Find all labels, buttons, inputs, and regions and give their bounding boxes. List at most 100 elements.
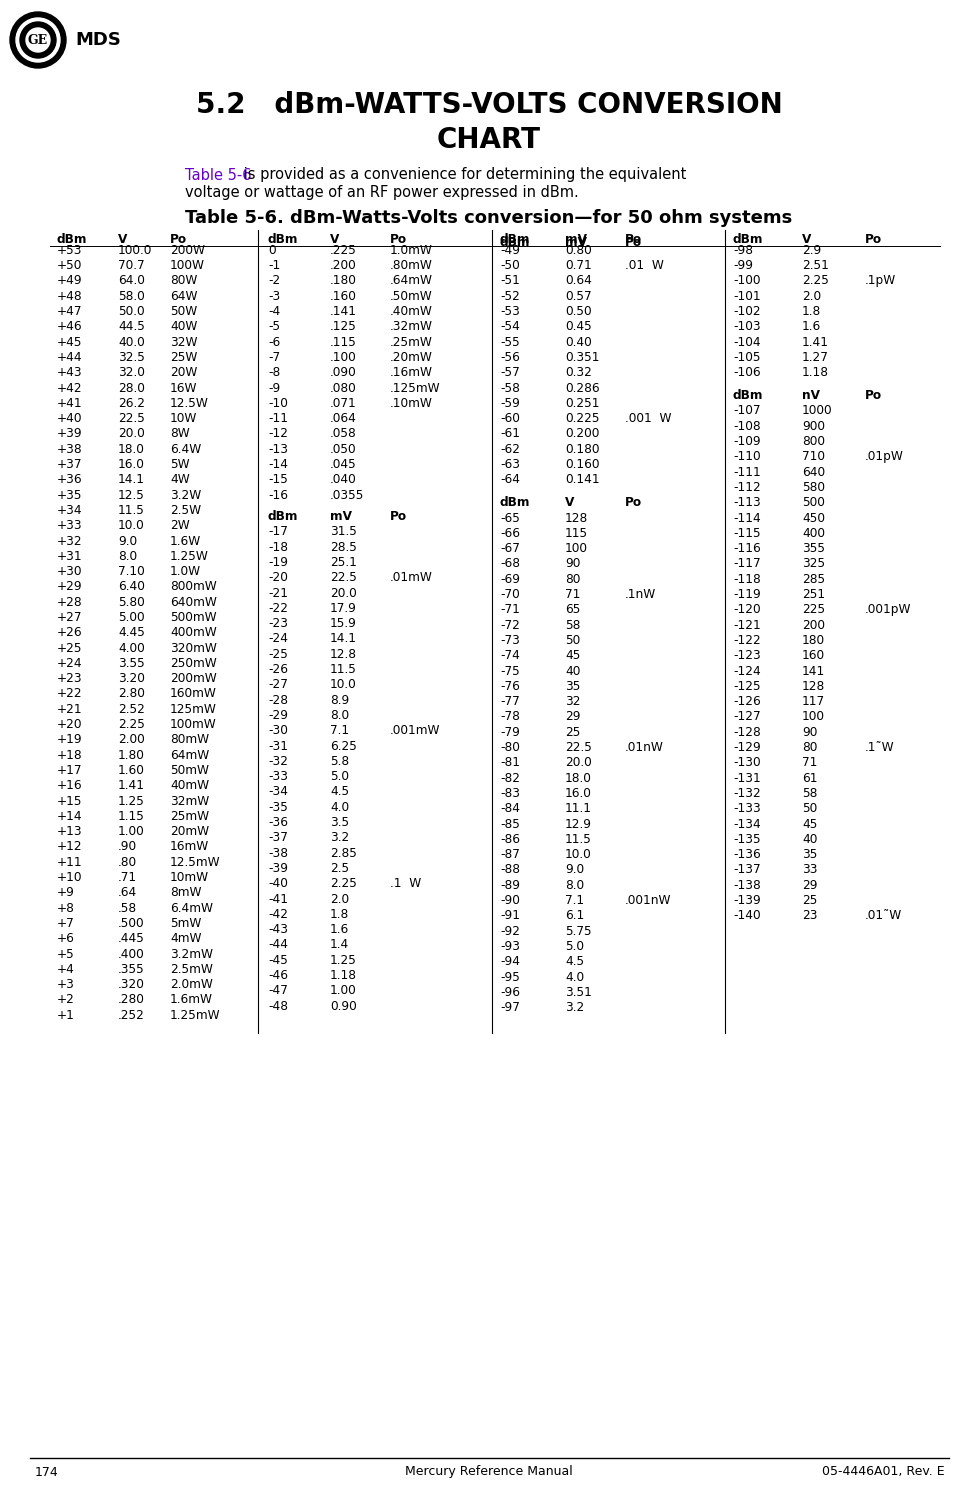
Text: 0.225: 0.225 — [564, 412, 599, 425]
Text: 9.0: 9.0 — [564, 864, 584, 876]
Text: 20mW: 20mW — [170, 825, 209, 838]
Text: -97: -97 — [500, 1001, 519, 1013]
Text: -23: -23 — [268, 617, 288, 630]
Text: 29: 29 — [801, 879, 817, 892]
Text: 40: 40 — [564, 665, 580, 678]
Text: 6.4W: 6.4W — [170, 443, 201, 455]
Text: -57: -57 — [500, 367, 519, 379]
Text: -105: -105 — [733, 350, 760, 364]
Text: -19: -19 — [268, 555, 288, 569]
Text: 1.6mW: 1.6mW — [170, 994, 213, 1006]
Text: 25: 25 — [801, 894, 817, 907]
Text: 90: 90 — [801, 726, 817, 738]
Text: -96: -96 — [500, 987, 519, 998]
Text: +45: +45 — [57, 335, 82, 349]
Text: +32: +32 — [57, 534, 82, 548]
Text: -130: -130 — [733, 756, 760, 769]
Text: .001nW: .001nW — [624, 894, 671, 907]
Text: 22.5: 22.5 — [118, 412, 145, 425]
Text: -80: -80 — [500, 741, 519, 754]
Text: -12: -12 — [268, 428, 288, 440]
Text: 22.5: 22.5 — [564, 741, 592, 754]
Text: 5.0: 5.0 — [564, 940, 584, 954]
Text: 20W: 20W — [170, 367, 198, 379]
Text: -21: -21 — [268, 587, 288, 599]
Text: .001  W: .001 W — [624, 412, 671, 425]
Text: dBm: dBm — [268, 234, 298, 246]
Text: 50W: 50W — [170, 305, 197, 317]
Text: 2.5mW: 2.5mW — [170, 963, 212, 976]
Text: -14: -14 — [268, 458, 288, 472]
Text: .01mW: .01mW — [389, 572, 432, 584]
Text: -108: -108 — [733, 419, 760, 433]
Text: 0.80: 0.80 — [564, 244, 591, 257]
Text: 45: 45 — [801, 817, 817, 831]
Text: 100W: 100W — [170, 259, 204, 272]
Text: -131: -131 — [733, 771, 760, 784]
Text: 18.0: 18.0 — [118, 443, 145, 455]
Text: 0: 0 — [268, 244, 276, 257]
Text: -27: -27 — [268, 678, 288, 692]
Text: dBm: dBm — [500, 235, 530, 249]
Text: -66: -66 — [500, 527, 519, 540]
Text: -8: -8 — [268, 367, 280, 379]
Text: 160mW: 160mW — [170, 687, 217, 701]
Text: -94: -94 — [500, 955, 519, 969]
Text: -140: -140 — [733, 909, 760, 922]
Text: 355: 355 — [801, 542, 824, 555]
Text: 58: 58 — [801, 787, 817, 799]
Text: +15: +15 — [57, 795, 82, 807]
Text: -91: -91 — [500, 909, 519, 922]
Text: 0.50: 0.50 — [564, 305, 591, 317]
Text: 23: 23 — [801, 909, 817, 922]
Text: 1.8: 1.8 — [330, 907, 349, 921]
Text: 28.5: 28.5 — [330, 540, 357, 554]
Text: 2.25: 2.25 — [330, 877, 357, 891]
Text: 0.160: 0.160 — [564, 458, 599, 472]
Text: 3.55: 3.55 — [118, 657, 145, 669]
Text: 6.40: 6.40 — [118, 581, 145, 593]
Text: 29: 29 — [564, 711, 580, 723]
Text: -101: -101 — [733, 290, 760, 302]
Text: 26.2: 26.2 — [118, 397, 145, 410]
Text: -124: -124 — [733, 665, 760, 678]
Text: -5: -5 — [268, 320, 280, 334]
Text: 400mW: 400mW — [170, 626, 216, 639]
Text: -24: -24 — [268, 632, 288, 645]
Text: 3.51: 3.51 — [564, 987, 592, 998]
Text: 4.5: 4.5 — [564, 955, 584, 969]
Text: +25: +25 — [57, 642, 82, 654]
Text: MDS: MDS — [75, 31, 120, 49]
Text: +14: +14 — [57, 810, 82, 823]
Text: -90: -90 — [500, 894, 519, 907]
Text: -65: -65 — [500, 512, 519, 524]
Text: -56: -56 — [500, 350, 519, 364]
Text: 1.6W: 1.6W — [170, 534, 201, 548]
Text: 28.0: 28.0 — [118, 382, 145, 395]
Text: -3: -3 — [268, 290, 280, 302]
Text: 32: 32 — [564, 695, 580, 708]
Text: -82: -82 — [500, 771, 519, 784]
Text: -77: -77 — [500, 695, 519, 708]
Text: +39: +39 — [57, 428, 82, 440]
Text: Po: Po — [865, 389, 881, 403]
Text: -18: -18 — [268, 540, 288, 554]
Text: +35: +35 — [57, 488, 82, 501]
Circle shape — [20, 22, 56, 58]
Text: -78: -78 — [500, 711, 519, 723]
Text: 16W: 16W — [170, 382, 198, 395]
Text: +43: +43 — [57, 367, 82, 379]
Text: +30: +30 — [57, 564, 82, 578]
Text: +8: +8 — [57, 901, 74, 915]
Text: -54: -54 — [500, 320, 519, 334]
Text: -13: -13 — [268, 443, 288, 455]
Text: .25mW: .25mW — [389, 335, 432, 349]
Text: +10: +10 — [57, 871, 82, 885]
Text: -117: -117 — [733, 557, 760, 570]
Text: +12: +12 — [57, 840, 82, 853]
Text: 10.0: 10.0 — [118, 519, 145, 533]
Text: 1.0mW: 1.0mW — [389, 244, 432, 257]
Text: +33: +33 — [57, 519, 82, 533]
Circle shape — [26, 28, 50, 52]
Text: 45: 45 — [564, 650, 580, 662]
